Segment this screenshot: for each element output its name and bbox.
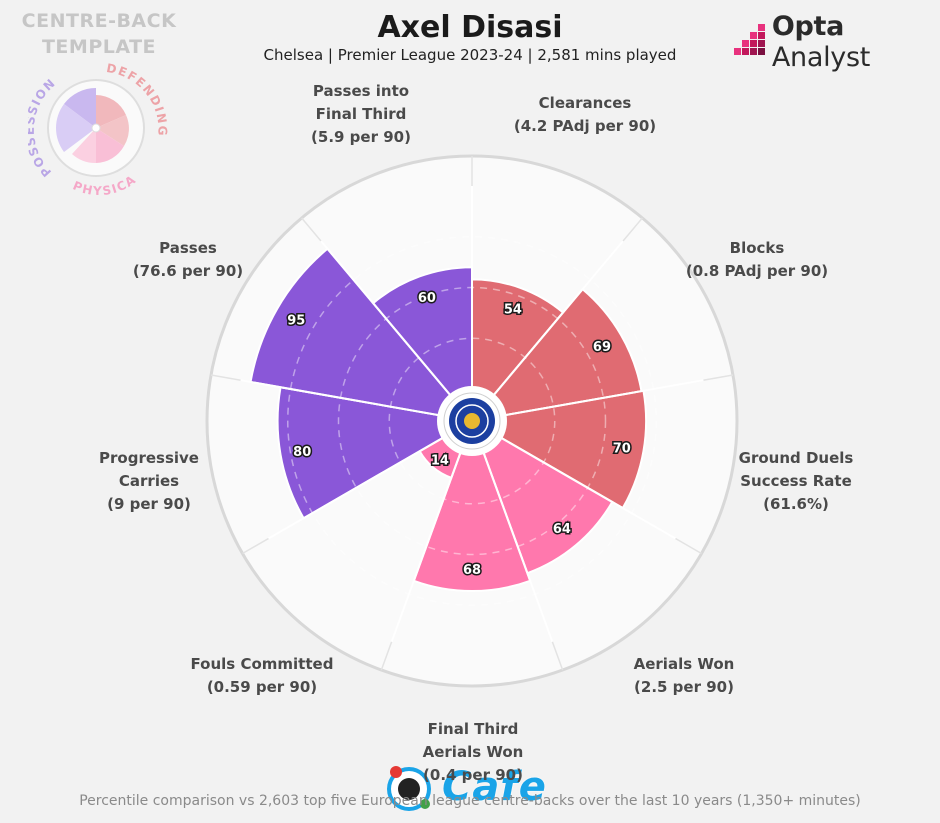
bar-separator: [503, 379, 704, 417]
page-subtitle: Chelsea | Premier League 2023-24 | 2,581…: [263, 46, 677, 64]
bar-value-label: 64: [553, 522, 571, 537]
bar-value-label: 80: [293, 445, 311, 460]
brand-name-rest: Analyst: [771, 42, 871, 73]
metric-label: Clearances (4.2 PAdj per 90): [513, 94, 657, 135]
bar-separator: [390, 450, 462, 643]
opta-analyst-logo: Opta Analyst: [732, 11, 940, 73]
bar-value-label: 54: [504, 303, 522, 318]
metric-label: Ground Duels Success Rate (61.6%): [738, 449, 854, 513]
crest-inner-ring: [455, 404, 489, 438]
metric-label: Passes into Final Third (5.9 per 90): [311, 82, 411, 146]
metric-label: Fouls Committed (0.59 per 90): [190, 655, 334, 696]
bar-value-label: 69: [593, 340, 611, 355]
bar-value-label: 70: [613, 441, 631, 456]
metric-label: Progressive Carries (9 per 90): [99, 449, 199, 513]
brand-name-bold: Opta: [771, 11, 845, 42]
chart-gridline: [388, 337, 556, 505]
chart-gridline: [287, 236, 657, 606]
metric-label: Aerials Won (2.5 per 90): [633, 655, 735, 696]
bar-separator: [482, 450, 554, 643]
bar-separator: [320, 240, 453, 398]
bar-value-label: 14: [431, 453, 449, 468]
page-title: Axel Disasi: [377, 10, 563, 45]
template-title: CENTRE-BACK TEMPLATE: [21, 10, 177, 58]
bar-separator: [267, 436, 445, 540]
bar-value-label: 60: [418, 291, 436, 306]
metric-label: Passes (76.6 per 90): [132, 239, 244, 280]
cafe-watermark: Cafe: [380, 758, 547, 816]
crest-lion-mark: [464, 413, 480, 429]
bar-separator: [499, 436, 677, 540]
bar-value-label: 95: [287, 314, 305, 329]
bar-separator: [491, 240, 624, 398]
watermark-text: Cafe: [442, 764, 547, 810]
template-legend-icon: POSSESSION DEFENDING PHYSICAL: [28, 60, 168, 198]
footnote: Percentile comparison vs 2,603 top five …: [79, 793, 861, 809]
metric-label: Final Third Aerials Won (0.4 per 90): [422, 720, 524, 784]
bar-separator: [240, 379, 441, 417]
soccer-ball-icon: [387, 766, 431, 811]
bar-value-label: 68: [463, 563, 481, 578]
opta-logo-icon: [734, 24, 765, 55]
metric-label: Blocks (0.8 PAdj per 90): [685, 239, 829, 280]
